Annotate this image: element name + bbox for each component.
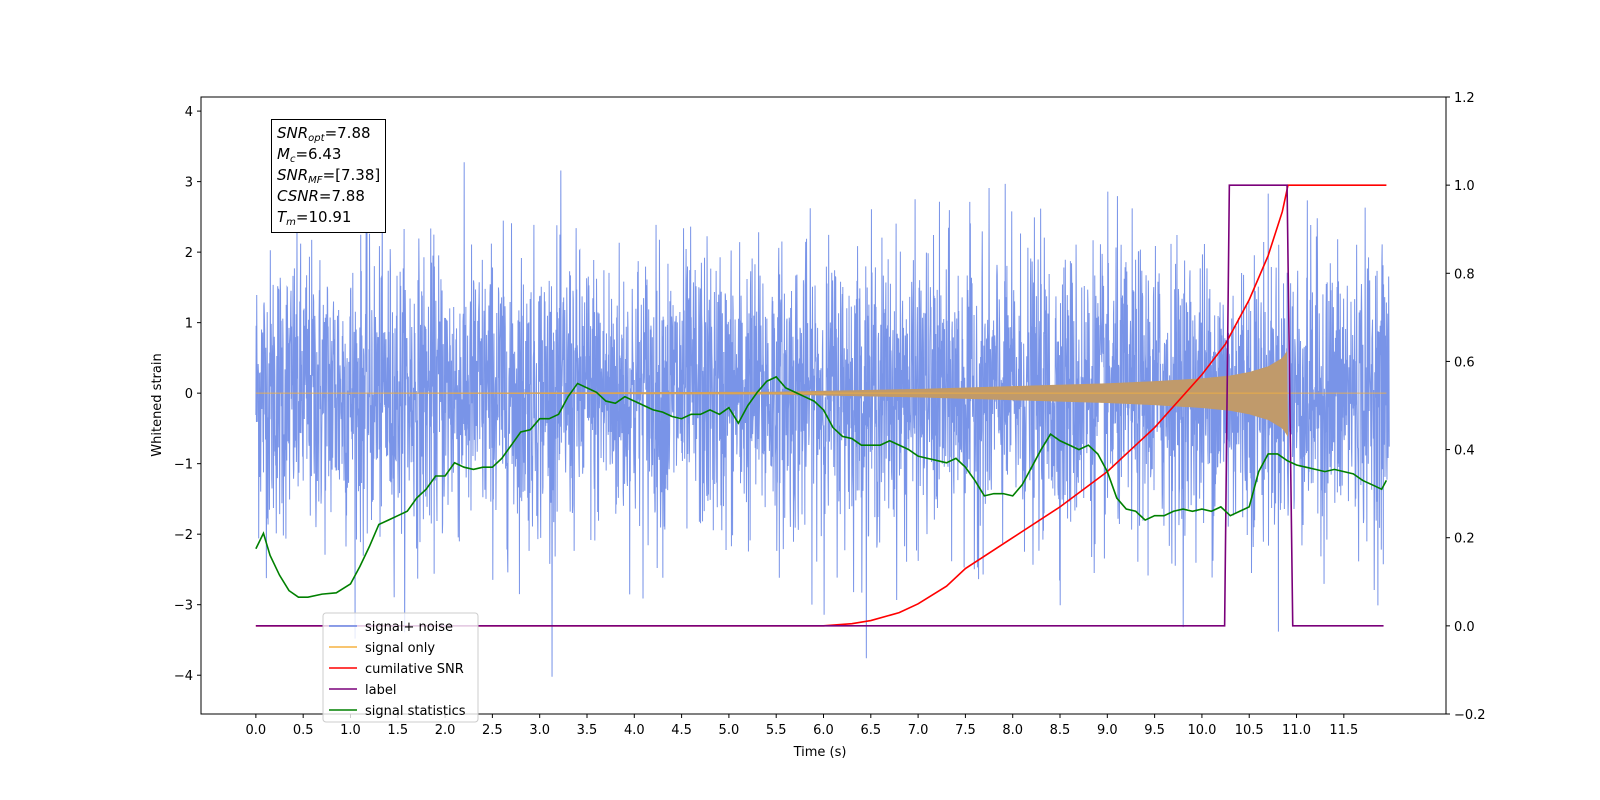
legend: signal+ noise signal only cumilative SNR la… [322,612,479,723]
x-tick-label: 2.5 [482,723,503,738]
y-tick-label: 2 [185,246,193,261]
x-tick-label: 11.0 [1282,723,1311,738]
x-tick-label: 4.0 [624,723,645,738]
x-tick-label: 1.0 [340,723,361,738]
y2-axis: 1.2 1.0 0.8 0.6 0.4 0.2 0.0 −0.2 [1446,91,1486,723]
x-tick-label: 0.0 [246,723,267,738]
noise-series-layer [255,162,1390,677]
y-tick-label: 4 [185,105,193,120]
x-tick-label: 6.0 [813,723,834,738]
mc-row: Mc=6.43 [277,145,342,165]
y2-tick-label: 0.8 [1454,267,1475,282]
x-tick-label: 5.0 [719,723,740,738]
y-tick-label: 3 [185,176,193,191]
y2-tick-label: 1.0 [1454,179,1475,194]
series-signal-statistics-line [255,375,1388,599]
x-tick-label: 8.5 [1050,723,1071,738]
x-tick-label: 5.5 [766,723,787,738]
y2-tick-label: 0.0 [1454,620,1475,635]
y2-tick-label: 0.2 [1454,532,1475,547]
legend-label: signal+ noise [365,620,453,635]
legend-label: label [365,683,396,698]
series-signal-noise-line [255,162,1390,677]
legend-label: signal statistics [365,704,466,719]
y2-tick-label: 0.4 [1454,444,1475,459]
x-tick-label: 1.5 [387,723,408,738]
series-cumulative-snr-line [255,184,1387,627]
y-axis: 4 3 2 1 0 −1 −2 −3 −4 [174,105,201,684]
legend-label: cumilative SNR [365,662,464,677]
x-tick-label: 7.5 [955,723,976,738]
x-tick-label: 10.0 [1187,723,1216,738]
snr-opt-row: SNRopt=7.88 [277,124,371,144]
y-tick-label: −2 [174,528,193,543]
signal-series-layer [255,350,1387,437]
x-tick-label: 0.5 [293,723,314,738]
legend-box [322,612,479,723]
x-tick-label: 3.5 [577,723,598,738]
y-tick-label: 1 [185,317,193,332]
x-tick-label: 9.5 [1144,723,1165,738]
x-axis: 0.0 0.5 1.0 1.5 2.0 2.5 3.0 3.5 4.0 4.5 5.0 5.5 6.0 6… [246,714,1358,738]
y-tick-label: −3 [174,599,193,614]
x-axis-label: Time (s) [793,745,847,760]
x-tick-label: 4.5 [671,723,692,738]
y-tick-label: 0 [185,387,193,402]
annotation-box: SNRopt=7.88 Mc=6.43 SNRMF=[7.38] CSNR=7.… [271,119,387,233]
y2-tick-label: −0.2 [1454,708,1486,723]
right-axis-series-layer [255,184,1388,627]
y2-tick-label: 1.2 [1454,91,1475,106]
x-tick-label: 3.0 [529,723,550,738]
x-tick-label: 9.0 [1097,723,1118,738]
csnr-row: CSNR=7.88 [277,187,365,205]
tm-row: Tm=10.91 [277,208,352,228]
legend-label: signal only [365,641,435,656]
series-signal-only-fill [255,350,1289,437]
x-tick-label: 7.0 [908,723,929,738]
series-label-line [255,184,1384,627]
y-tick-label: −1 [174,458,193,473]
snr-mf-row: SNRMF=[7.38] [277,166,381,186]
y2-tick-label: 0.6 [1454,355,1475,370]
y-axis-label: Whitened strain [150,353,165,456]
x-tick-label: 6.5 [860,723,881,738]
x-tick-label: 2.0 [435,723,456,738]
x-tick-label: 10.5 [1235,723,1264,738]
x-tick-label: 8.0 [1002,723,1023,738]
y-tick-label: −4 [174,669,193,684]
x-tick-label: 11.5 [1329,723,1358,738]
